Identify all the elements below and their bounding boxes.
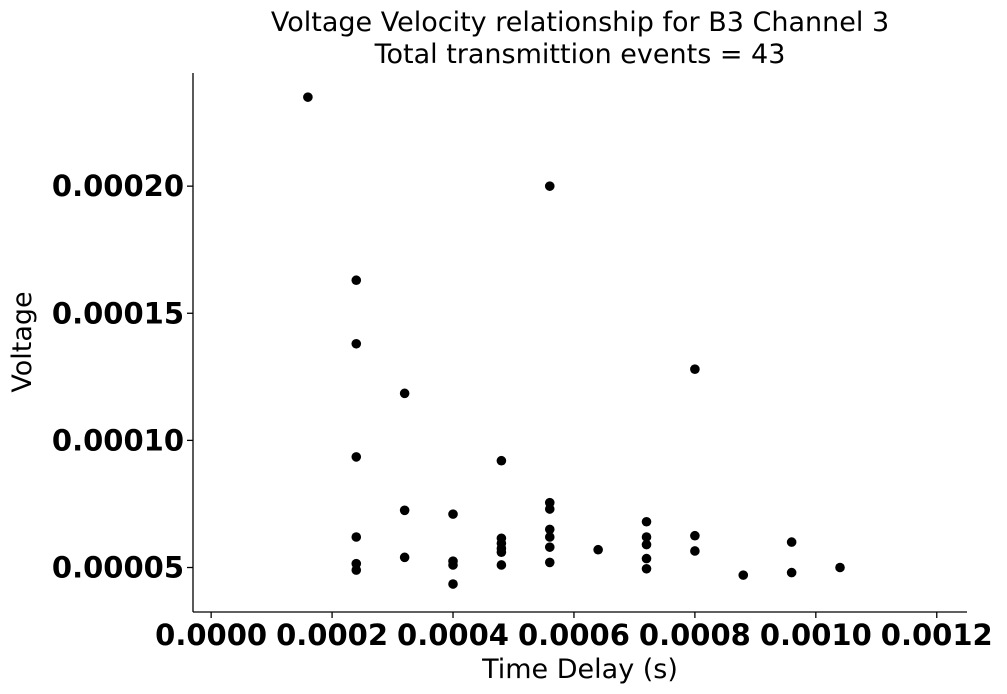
data-point <box>496 455 507 466</box>
data-point <box>496 547 507 558</box>
x-axis-label: Time Delay (s) <box>481 654 678 685</box>
data-point <box>786 537 797 547</box>
data-point <box>641 553 652 564</box>
data-point <box>448 560 458 570</box>
data-point <box>351 565 362 575</box>
data-point <box>690 530 700 541</box>
data-point <box>641 532 652 542</box>
x-axis-ticks: 0.0000 0.0002 0.0004 0.0006 0.0008 0.0010 0.00… <box>155 612 993 652</box>
y-tick-label: 0.00010 <box>52 423 184 457</box>
data-point <box>544 524 555 535</box>
data-point <box>835 562 845 573</box>
x-tick-label: 0.0000 <box>155 618 267 652</box>
data-point <box>641 563 652 574</box>
data-point <box>544 181 555 191</box>
data-point <box>351 275 362 286</box>
data-point <box>351 452 362 462</box>
data-point <box>544 542 555 552</box>
y-axis-label: Voltage <box>7 291 38 392</box>
data-point <box>399 505 410 516</box>
data-point <box>738 570 749 580</box>
data-point <box>448 509 458 519</box>
data-point <box>641 539 652 550</box>
data-point <box>544 532 555 542</box>
chart-title: Voltage Velocity relationship for B3 Cha… <box>271 7 889 38</box>
data-point <box>786 567 797 578</box>
data-point <box>303 92 313 102</box>
data-point <box>690 364 700 374</box>
data-points <box>303 92 845 589</box>
data-point <box>641 516 652 527</box>
chart-subtitle: Total transmittion events = 43 <box>374 39 786 70</box>
y-tick-label: 0.00020 <box>52 169 184 203</box>
data-point <box>544 504 555 514</box>
x-tick-label: 0.0002 <box>276 618 388 652</box>
data-point <box>448 579 458 589</box>
x-tick-label: 0.0004 <box>397 618 509 652</box>
data-point <box>496 560 507 570</box>
data-point <box>351 532 362 542</box>
data-point <box>399 388 410 399</box>
x-tick-label: 0.0010 <box>760 618 872 652</box>
data-point <box>690 546 700 556</box>
y-tick-label: 0.00005 <box>52 551 184 585</box>
data-point <box>351 338 362 349</box>
y-axis-ticks: 0.00005 0.00010 0.00015 0.00020 <box>52 169 193 585</box>
data-point <box>593 544 603 555</box>
y-tick-label: 0.00015 <box>52 296 184 330</box>
x-tick-label: 0.0006 <box>518 618 630 652</box>
x-tick-label: 0.0008 <box>639 618 751 652</box>
x-tick-label: 0.0012 <box>881 618 993 652</box>
data-point <box>399 552 410 563</box>
data-point <box>544 557 555 568</box>
